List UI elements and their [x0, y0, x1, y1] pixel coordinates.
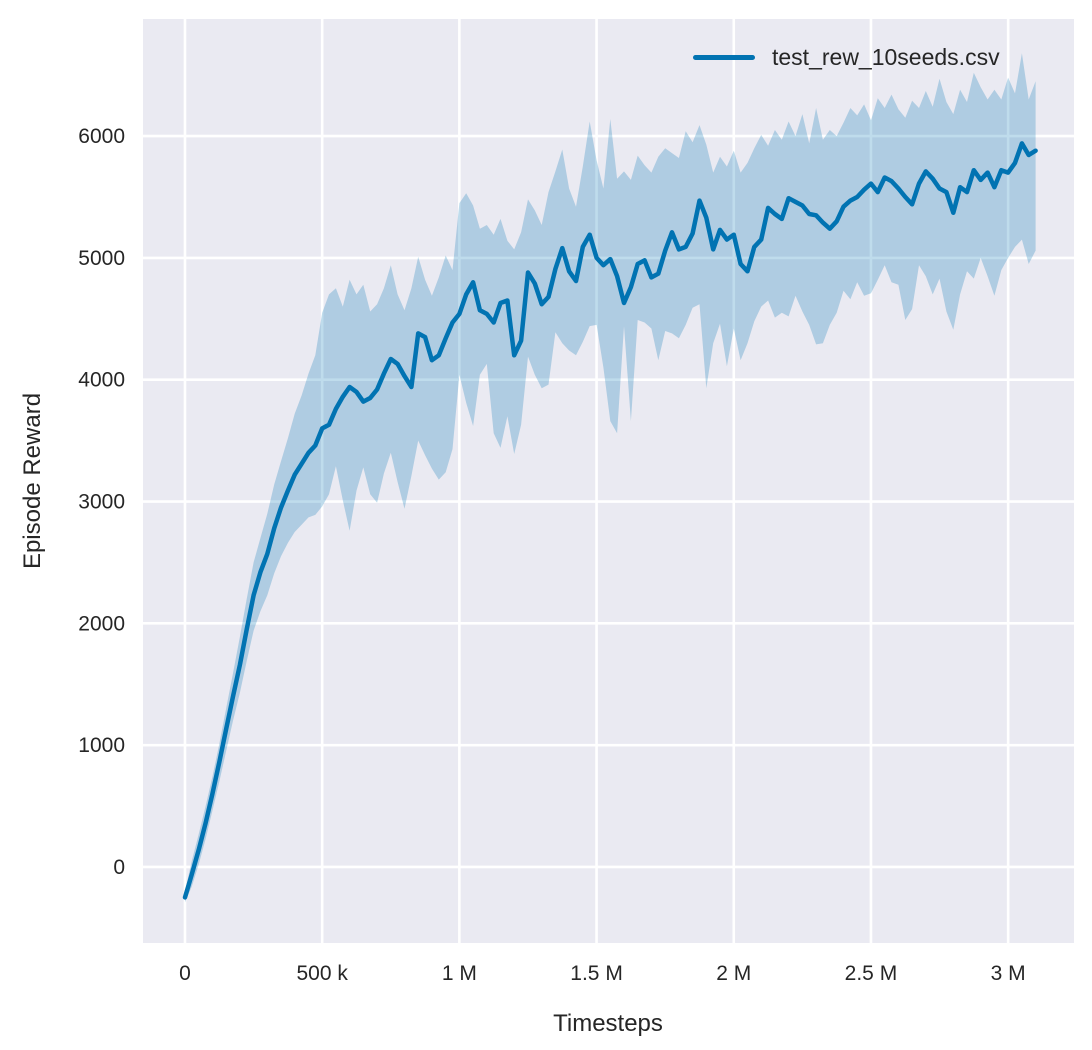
y-tick-label: 4000: [78, 369, 125, 392]
x-axis-label: Timesteps: [553, 1010, 663, 1037]
y-axis-label: Episode Reward: [19, 393, 46, 569]
y-tick-label: 6000: [78, 125, 125, 148]
y-tick-label: 1000: [78, 734, 125, 757]
x-tick-label: 3 M: [991, 962, 1026, 985]
legend-label: test_rew_10seeds.csv: [772, 43, 1000, 70]
legend-line-swatch: [693, 54, 755, 60]
y-tick-label: 3000: [78, 491, 125, 514]
y-tick-label: 5000: [78, 247, 125, 270]
y-tick-label: 2000: [78, 612, 125, 635]
axes-rect: [143, 19, 1074, 943]
x-tick-label: 1.5 M: [570, 962, 623, 985]
x-tick-label: 0: [179, 962, 191, 985]
band-polygon: [185, 53, 1036, 903]
axes-background: [143, 19, 1074, 943]
x-tick-label: 2 M: [716, 962, 751, 985]
x-tick-label: 1 M: [442, 962, 477, 985]
mean-line: [182, 141, 1038, 900]
legend: test_rew_10seeds.csv: [693, 43, 1000, 71]
confidence-band: [185, 53, 1036, 903]
x-tick-label: 2.5 M: [845, 962, 898, 985]
x-tick-label: 500 k: [296, 962, 348, 985]
mean-polyline: [182, 141, 1038, 900]
y-tick-label: 0: [113, 856, 125, 879]
gridlines: [143, 19, 1074, 943]
y-tick-labels: 0 1000 2000 3000 4000 5000 6000: [78, 125, 125, 879]
x-tick-labels: 0 500 k 1 M 1.5 M 2 M 2.5 M 3 M: [179, 962, 1026, 985]
